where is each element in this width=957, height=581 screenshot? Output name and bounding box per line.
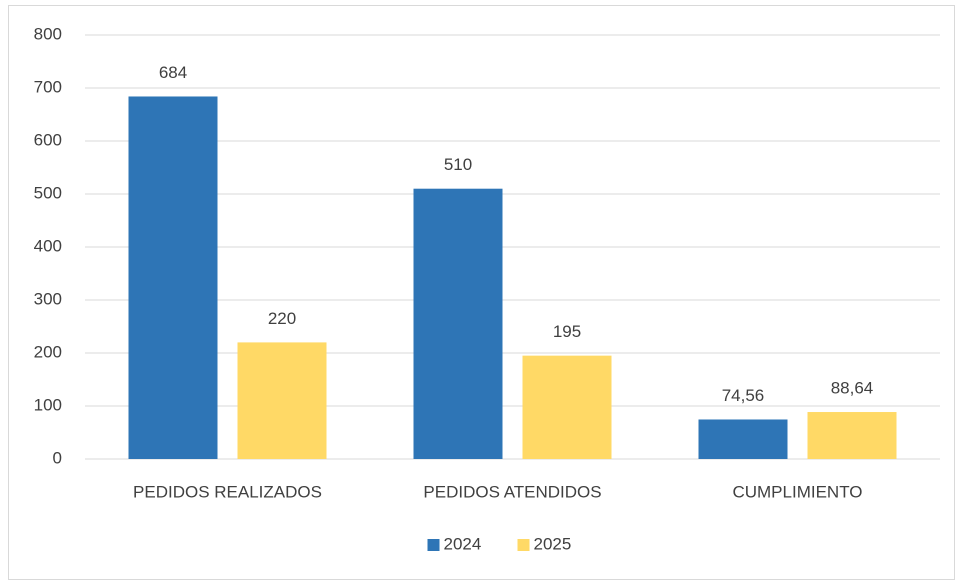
y-tick-label: 800 (34, 24, 62, 43)
bar (522, 355, 612, 459)
x-tick-label: CUMPLIMIENTO (732, 482, 862, 501)
legend-label: 2025 (534, 534, 572, 553)
bar (128, 96, 218, 459)
legend-swatch (427, 539, 440, 551)
bar (807, 412, 897, 459)
data-label: 195 (553, 322, 581, 341)
bar (698, 419, 788, 459)
legend-label: 2024 (444, 534, 482, 553)
y-tick-label: 100 (34, 395, 62, 414)
data-label: 220 (268, 309, 296, 328)
data-label: 684 (159, 63, 187, 82)
x-tick-label: PEDIDOS REALIZADOS (133, 482, 322, 501)
y-tick-label: 400 (34, 236, 62, 255)
bar (413, 188, 503, 459)
bar (237, 342, 327, 459)
data-label: 74,56 (722, 386, 765, 405)
data-label: 510 (444, 155, 472, 174)
y-tick-label: 500 (34, 183, 62, 202)
data-label: 88,64 (831, 379, 874, 398)
y-tick-label: 600 (34, 130, 62, 149)
y-tick-label: 700 (34, 77, 62, 96)
y-tick-label: 200 (34, 342, 62, 361)
x-tick-label: PEDIDOS ATENDIDOS (423, 482, 601, 501)
legend-swatch (517, 539, 530, 551)
y-tick-label: 300 (34, 289, 62, 308)
y-tick-label: 0 (53, 448, 62, 467)
